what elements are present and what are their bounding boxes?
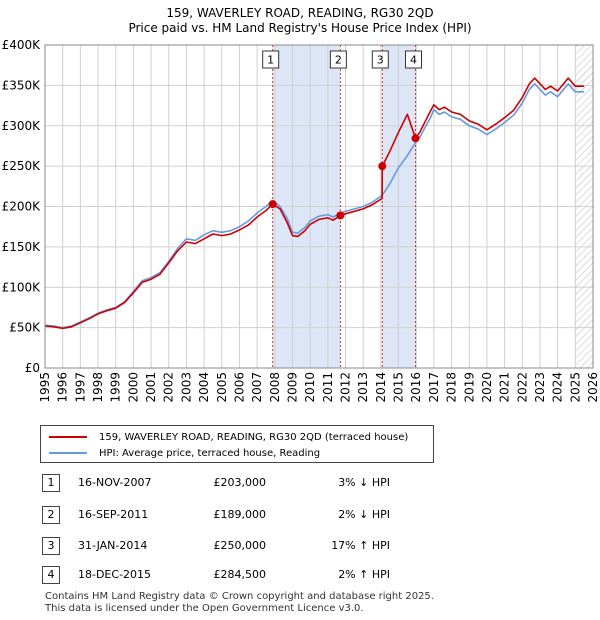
x-tick-label: 2024 [551,372,565,403]
sale-label: 1 [267,54,274,67]
x-tick-label: 2014 [374,372,388,403]
x-tick-label: 2012 [339,372,353,403]
y-tick-label: £300K [2,119,42,133]
sale-label-box [405,50,423,69]
transaction-number: 4 [42,566,60,584]
x-tick-label: 2019 [462,372,476,403]
x-tick-label: 2005 [215,372,229,403]
transaction-date: 31-JAN-2014 [78,539,148,552]
transaction-hpi: 3% ↓ HPI [338,476,390,489]
transaction-number: 2 [42,506,60,524]
y-tick-label: £50K [9,321,41,335]
transaction-hpi: 2% ↑ HPI [338,568,390,581]
y-tick-label: £350K [2,78,42,92]
transaction-date: 16-NOV-2007 [78,476,152,489]
transaction-date: 16-SEP-2011 [78,508,149,521]
transaction-number: 3 [42,537,60,555]
price-chart: £0 £50K £100K £150K £200K £250K £300K £350K £400… [2,38,600,403]
legend-swatch-property [49,436,87,438]
x-tick-label: 2001 [144,372,158,403]
transaction-date: 18-DEC-2015 [78,568,152,581]
transaction-price: £250,000 [213,539,267,552]
hpi-line [44,83,585,329]
legend-item-property: 159, WAVERLEY ROAD, READING, RG30 2QD (t… [49,430,408,444]
x-tick-label: 1999 [109,372,123,403]
x-tick-label: 1996 [56,372,70,403]
sale-label: 2 [335,54,342,67]
y-tick-label: £150K [2,240,42,254]
x-tick-label: 2004 [197,372,211,403]
x-tick-label: 2006 [232,372,246,403]
transaction-hpi: 17% ↑ HPI [331,539,390,552]
x-tick-label: 2008 [268,372,282,403]
x-tick-label: 1995 [38,372,52,403]
x-tick-label: 1997 [73,372,87,403]
x-tick-label: 2011 [321,372,335,403]
x-tick-label: 2020 [480,372,494,403]
legend-swatch-hpi [49,452,87,454]
property-price-line [44,77,585,330]
x-tick-label: 2015 [392,372,406,403]
legend-label-property: 159, WAVERLEY ROAD, READING, RG30 2QD (t… [99,431,409,443]
x-tick-label: 2022 [515,372,529,403]
sale-label: 3 [377,54,384,67]
x-tick-label: 2003 [179,372,193,403]
sale-point [336,211,345,220]
transaction-price: £189,000 [213,508,267,521]
sale-point [411,134,420,143]
sale-label-box [329,50,347,69]
transaction-price: £203,000 [213,476,267,489]
transaction-hpi: 2% ↓ HPI [338,508,390,521]
sale-label-box [262,50,280,69]
y-tick-label: £400K [2,38,42,52]
sale-label: 4 [410,54,417,67]
x-tick-label: 2013 [356,372,370,403]
transaction-number: 1 [42,474,60,492]
chart-title: 159, WAVERLEY ROAD, READING, RG30 2QD [166,6,434,20]
y-tick-label: £0 [25,361,40,375]
x-tick-label: 2016 [409,372,423,403]
x-tick-label: 2018 [445,372,459,403]
x-tick-label: 2000 [126,372,140,403]
footer-copyright: Contains HM Land Registry data © Crown c… [45,591,434,602]
x-tick-label: 2007 [250,372,264,403]
chart-subtitle: Price paid vs. HM Land Registry's House … [128,21,472,35]
legend-label-hpi: HPI: Average price, terraced house, Read… [99,447,321,459]
x-tick-label: 2010 [303,372,317,403]
legend: 159, WAVERLEY ROAD, READING, RG30 2QD (t… [40,425,434,463]
plot-frame [44,44,594,369]
legend-item-hpi: HPI: Average price, terraced house, Read… [49,446,320,460]
x-tick-label: 2026 [586,372,600,403]
x-tick-label: 2025 [568,372,582,403]
x-tick-label: 2021 [498,372,512,403]
sale-point [378,162,387,171]
x-tick-label: 2002 [162,372,176,403]
y-tick-label: £100K [2,280,42,294]
sale-label-box [371,50,389,69]
x-tick-label: 2017 [427,372,441,403]
footer-licence: This data is licensed under the Open Gov… [45,603,364,614]
transaction-price: £284,500 [213,568,267,581]
footer: Contains HM Land Registry data © Crown c… [45,591,434,615]
x-tick-label: 1998 [91,372,105,403]
y-tick-label: £250K [2,159,42,173]
x-tick-label: 2009 [285,372,299,403]
y-tick-label: £200K [2,200,42,214]
sale-point [268,200,277,209]
x-tick-label: 2023 [533,372,547,403]
